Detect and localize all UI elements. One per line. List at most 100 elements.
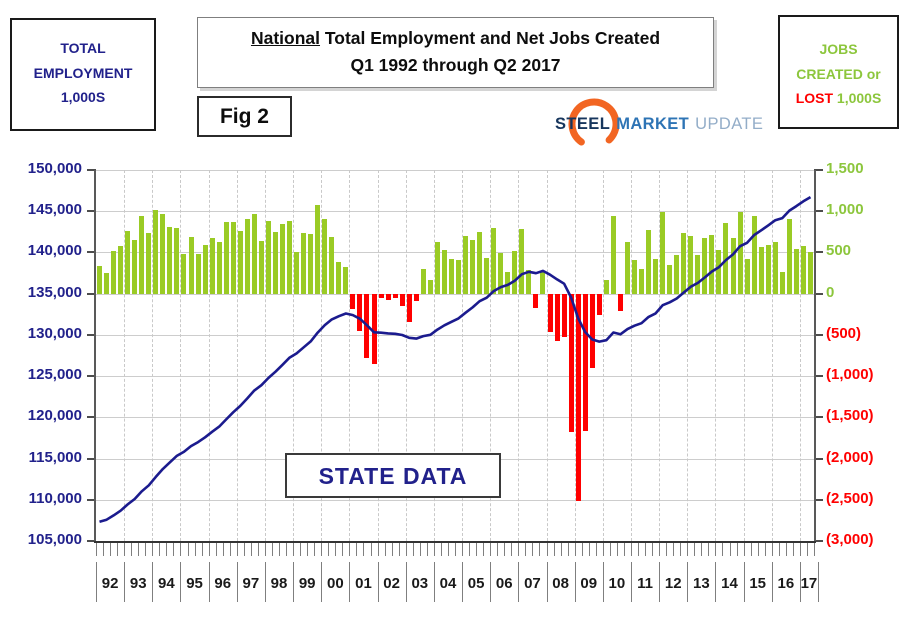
x-axis-year-label: 92 (101, 575, 119, 592)
jobs-created-bar (744, 259, 750, 294)
quarter-tick (652, 543, 654, 556)
jobs-created-bar (104, 273, 110, 294)
quarter-tick (180, 543, 182, 556)
quarter-tick (405, 543, 407, 556)
jobs-created-bar (336, 261, 342, 294)
quarter-tick (659, 543, 661, 556)
jobs-created-bar (216, 241, 222, 294)
right-axis-title-line2: CREATED or (796, 65, 881, 82)
jobs-created-bar (230, 221, 236, 294)
x-axis-year-label: 01 (355, 575, 372, 592)
figure-number-box: Fig 2 (197, 96, 292, 137)
jobs-created-bar (512, 251, 518, 294)
quarter-tick (236, 543, 238, 556)
x-axis-year-label: 02 (383, 575, 400, 592)
quarter-tick (208, 543, 210, 556)
right-axis-tick (814, 375, 823, 378)
quarter-tick (356, 543, 358, 556)
jobs-created-bar (723, 222, 729, 294)
right-axis-tick (814, 498, 823, 501)
quarter-tick (377, 543, 379, 556)
grid-line-year (602, 170, 604, 541)
year-label-separator (293, 562, 295, 602)
year-label-separator (799, 562, 801, 602)
quarter-tick (687, 543, 689, 556)
quarter-tick (792, 543, 794, 556)
quarter-tick (455, 543, 456, 556)
grid-line-horizontal (96, 376, 814, 378)
quarter-tick (250, 543, 252, 556)
quarter-tick (159, 543, 161, 556)
year-label-separator (321, 562, 323, 602)
quarter-tick (623, 543, 625, 556)
quarter-tick (532, 543, 534, 556)
left-axis-tick (87, 292, 96, 295)
right-axis-tick-label: (1,000) (826, 366, 874, 384)
quarter-tick (595, 543, 597, 556)
left-axis-tick (87, 169, 96, 171)
left-axis-tick-label: 105,000 (27, 531, 82, 548)
quarter-tick (638, 543, 640, 556)
right-axis-title-units: 1,000S (836, 90, 882, 106)
left-axis-tick (87, 375, 96, 378)
jobs-created-bar (737, 211, 743, 294)
left-axis-tick-label: 150,000 (27, 160, 82, 177)
jobs-created-bar (610, 216, 616, 294)
x-axis-year-label: 06 (495, 575, 513, 592)
jobs-created-bar (287, 221, 293, 294)
steel-market-update-logo: STEEL MARKET UPDATE (545, 96, 763, 154)
jobs-created-bar (420, 269, 426, 294)
jobs-created-bar (667, 265, 673, 294)
quarter-tick (708, 543, 710, 556)
quarter-tick (328, 543, 330, 556)
quarter-tick (462, 543, 464, 556)
jobs-created-bar (660, 211, 666, 294)
jobs-lost-bar (568, 293, 574, 433)
quarter-tick (806, 543, 808, 556)
quarter-tick (229, 543, 231, 556)
x-axis-year-label: 15 (749, 575, 767, 592)
quarter-tick (602, 543, 604, 556)
jobs-lost-bar (575, 293, 581, 502)
year-label-separator (124, 562, 126, 602)
jobs-created-bar (294, 252, 300, 294)
left-axis-tick (87, 498, 96, 501)
year-label-separator (659, 562, 661, 602)
grid-line-horizontal (96, 211, 814, 213)
quarter-tick (412, 543, 414, 556)
jobs-created-bar (477, 232, 483, 294)
jobs-created-bar (301, 232, 307, 294)
grid-line-year (236, 170, 238, 541)
quarter-tick (201, 543, 203, 556)
quarter-tick (785, 543, 787, 556)
quarter-tick (680, 543, 682, 556)
left-axis-tick-label: 115,000 (28, 448, 82, 466)
jobs-created-bar (526, 269, 532, 294)
jobs-created-bar (540, 270, 546, 294)
quarter-tick (264, 543, 266, 556)
quarter-tick (293, 543, 295, 556)
quarter-tick (215, 543, 217, 556)
quarter-tick (271, 543, 273, 556)
quarter-tick (539, 543, 541, 556)
jobs-created-bar (209, 238, 215, 294)
quarter-tick (370, 543, 372, 556)
quarter-tick (750, 543, 752, 556)
jobs-created-bar (448, 259, 454, 294)
jobs-created-bar (807, 251, 813, 294)
x-axis-year-label: 95 (186, 575, 203, 592)
logo-word-market: MARKET (616, 115, 690, 133)
quarter-tick (567, 543, 569, 556)
jobs-lost-bar (357, 293, 363, 332)
x-axis-year-label: 10 (608, 575, 626, 592)
x-axis-year-label: 07 (524, 575, 541, 592)
jobs-lost-bar (533, 293, 539, 308)
jobs-created-bar (244, 218, 250, 294)
quarter-tick (307, 543, 309, 556)
quarter-tick (110, 543, 112, 556)
year-label-separator (518, 562, 520, 602)
logo-crescent-icon (568, 98, 620, 150)
jobs-created-bar (463, 235, 469, 294)
left-axis-tick-label: 130,000 (27, 324, 82, 342)
jobs-created-bar (251, 213, 257, 294)
